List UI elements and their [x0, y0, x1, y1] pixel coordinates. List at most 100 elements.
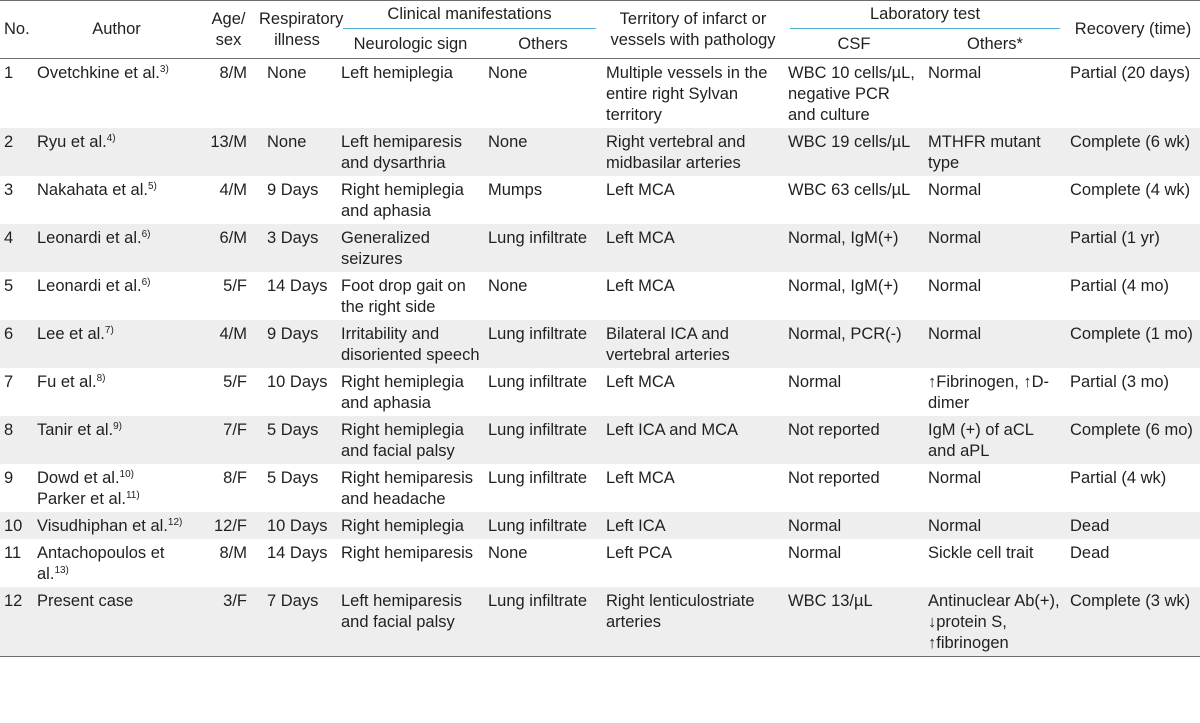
author-entry: Ovetchkine et al.3)	[37, 63, 196, 84]
reference-number: 7)	[104, 325, 114, 336]
cell-age-sex: 4/M	[200, 320, 257, 368]
cell-age-sex: 5/F	[223, 277, 247, 295]
cell-others: None	[488, 277, 528, 295]
header-others: Others	[518, 35, 568, 53]
cell-csf: Not reported	[784, 416, 924, 464]
cell-csf: Not reported	[788, 469, 880, 487]
reference-number: 12)	[167, 517, 183, 528]
cell-no: 10	[0, 512, 33, 539]
author-entry: Parker et al.11)	[37, 489, 196, 510]
cell-neurologic: Left hemiplegia	[341, 64, 453, 82]
author-name: Visudhiphan et al.	[37, 517, 168, 535]
table-row: 4 Leonardi et al.6) 6/M 3 Days Generalized s…	[0, 224, 1200, 272]
cell-csf: Normal	[788, 544, 842, 562]
cell-no: 8	[0, 416, 33, 464]
cell-recovery: Complete (3 wk)	[1066, 587, 1200, 657]
cell-neurologic: Irritability and disoriented speech	[337, 320, 484, 368]
author-entry: Present case	[37, 591, 196, 612]
header-territory-line2: vessels with pathology	[610, 30, 776, 49]
cell-others: Lung infiltrate	[488, 373, 588, 391]
author-entry: Leonardi et al.6)	[37, 228, 196, 249]
header-respiratory-line1: Respiratory	[259, 9, 344, 28]
cell-age-sex: 8/F	[223, 469, 247, 487]
cell-author: Lee et al.7)	[33, 320, 200, 368]
reference-number: 9)	[113, 421, 123, 432]
cell-neurologic: Right hemiplegia and aphasia	[341, 181, 464, 220]
cell-age-sex: 7/F	[200, 416, 257, 464]
cell-age-sex: 8/M	[219, 544, 247, 562]
cell-others: None	[488, 544, 528, 562]
cell-lab-others: Antinuclear Ab(+), ↓protein S, ↑fibrinog…	[924, 587, 1066, 657]
cell-territory: Left MCA	[606, 469, 675, 487]
cell-neurologic: Right hemiparesis and headache	[341, 469, 474, 508]
cell-author: Leonardi et al.6)	[33, 224, 200, 272]
table-row: 7 Fu et al.8) 5/F 10 Days Right hemiplegia a…	[0, 368, 1200, 416]
cell-recovery: Partial (3 mo)	[1070, 373, 1170, 391]
cell-neurologic: Left hemiparesis and facial palsy	[337, 587, 484, 657]
cell-lab-others: Normal	[924, 224, 1066, 272]
reference-number: 5)	[148, 181, 157, 192]
table-row: 9 Dowd et al.10) Parker et al.11) 8/F 5 Days…	[0, 464, 1200, 512]
cell-lab-others: Sickle cell trait	[928, 544, 1034, 562]
cell-recovery: Dead	[1070, 544, 1110, 562]
cell-others: Mumps	[488, 181, 543, 199]
author-name: Ryu et al.	[37, 133, 107, 151]
header-lab-label: Laboratory test	[790, 4, 1060, 29]
cell-lab-others: Normal	[928, 181, 982, 199]
cell-age-sex: 5/F	[223, 373, 247, 391]
header-age-sex: Age/ sex	[200, 1, 257, 59]
header-age-sex-line1: Age/	[211, 9, 246, 28]
header-no: No.	[4, 20, 30, 38]
cell-territory: Right vertebral and midbasilar arteries	[602, 128, 784, 176]
header-author: Author	[92, 20, 141, 38]
cell-recovery: Complete (4 wk)	[1070, 181, 1191, 199]
table-row: 2 Ryu et al.4) 13/M None Left hemiparesis an…	[0, 128, 1200, 176]
author-name: Lee et al.	[37, 325, 105, 343]
cell-territory: Left MCA	[606, 373, 675, 391]
cell-lab-others: Normal	[928, 277, 982, 295]
author-entry: Dowd et al.10)	[37, 468, 196, 489]
author-name: Leonardi et al.	[37, 277, 142, 295]
author-name: Leonardi et al.	[37, 229, 142, 247]
cell-respiratory: 3 Days	[257, 224, 337, 272]
cell-territory: Left MCA	[606, 181, 675, 199]
cell-recovery: Partial (20 days)	[1070, 64, 1191, 82]
author-entry: Fu et al.8)	[37, 372, 196, 393]
cell-others: None	[488, 64, 528, 82]
cell-recovery: Dead	[1066, 512, 1200, 539]
table-row: 6 Lee et al.7) 4/M 9 Days Irritability and d…	[0, 320, 1200, 368]
header-clinical: Clinical manifestations	[337, 1, 602, 32]
table-row: 12 Present case 3/F 7 Days Left hemiparesis …	[0, 587, 1200, 657]
cell-territory: Left ICA and MCA	[602, 416, 784, 464]
cell-recovery: Partial (4 wk)	[1070, 469, 1167, 487]
header-csf: CSF	[837, 35, 871, 53]
cell-recovery: Complete (1 mo)	[1066, 320, 1200, 368]
author-name: Parker et al.	[37, 490, 126, 508]
cell-territory: Left MCA	[606, 277, 675, 295]
author-entry: Ryu et al.4)	[37, 132, 196, 153]
cell-no: 1	[4, 64, 14, 82]
case-table: No. Author Age/ sex Respiratory illness …	[0, 0, 1200, 657]
header-lab-others: Others*	[967, 35, 1023, 53]
cell-respiratory: 9 Days	[267, 181, 319, 199]
cell-neurologic: Right hemiplegia and aphasia	[341, 373, 464, 412]
header-respiratory: Respiratory illness	[257, 1, 344, 59]
header-recovery: Recovery (time)	[1074, 20, 1192, 38]
author-name: Fu et al.	[37, 373, 97, 391]
cell-lab-others: Normal	[924, 320, 1066, 368]
cell-no: 3	[4, 181, 14, 199]
cell-author: Ovetchkine et al.3)	[33, 59, 200, 129]
cell-neurologic: Foot drop gait on the right side	[341, 277, 466, 316]
table-row: 11 Antachopoulos et al.13) 8/M 14 Days Right…	[0, 539, 1200, 587]
author-entry: Tanir et al.9)	[37, 420, 196, 441]
cell-age-sex: 13/M	[200, 128, 257, 176]
cell-territory: Multiple vessels in the entire right Syl…	[606, 64, 768, 124]
cell-others: Lung infiltrate	[488, 469, 588, 487]
cell-neurologic: Right hemiplegia and facial palsy	[337, 416, 484, 464]
cell-lab-others: ↑Fibrinogen, ↑D-dimer	[928, 373, 1050, 412]
reference-number: 6)	[141, 277, 151, 288]
reference-number: 10)	[119, 469, 134, 480]
cell-neurologic: Right hemiparesis	[341, 544, 474, 562]
cell-territory: Left PCA	[606, 544, 673, 562]
author-entry: Leonardi et al.6)	[37, 276, 196, 297]
